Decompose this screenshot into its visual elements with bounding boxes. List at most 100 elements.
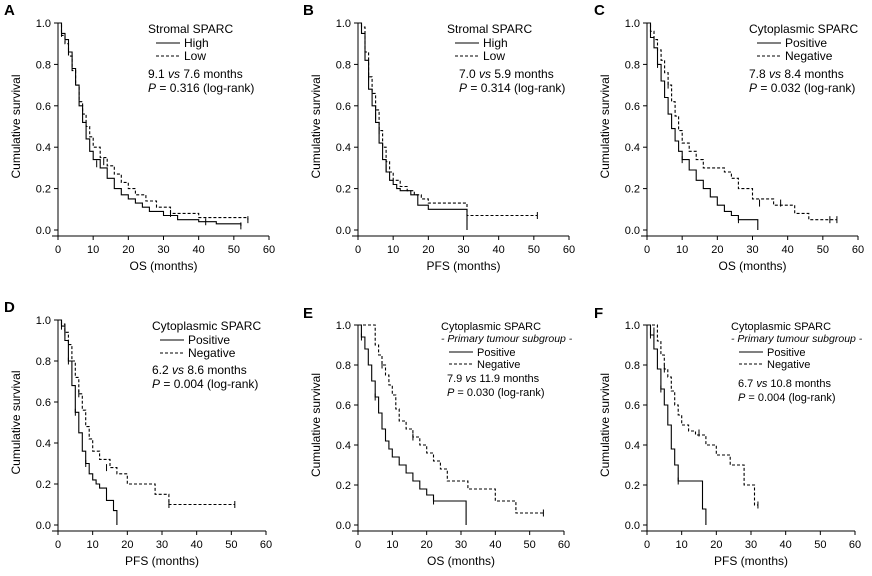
- y-tick-label: 0.2: [336, 184, 351, 196]
- legend-label-positive: Positive: [767, 347, 806, 359]
- legend-title: Cytoplasmic SPARC: [731, 321, 831, 333]
- y-tick-label: 0.8: [625, 59, 640, 71]
- legend-title: Stromal SPARC: [447, 22, 532, 36]
- x-tick-label: 40: [782, 244, 794, 256]
- legend-label-positive: Positive: [188, 333, 230, 347]
- legend-label-negative: Negative: [477, 359, 520, 371]
- y-tick-label: 0.6: [36, 101, 51, 113]
- km-curve-negative: [358, 324, 544, 514]
- legend-title: Stromal SPARC: [148, 22, 233, 36]
- x-tick-label: 50: [228, 244, 240, 256]
- x-tick-label: 20: [421, 539, 433, 551]
- y-tick-label: 1.0: [625, 320, 640, 332]
- legend-subtitle: - Primary tumour subgroup -: [731, 333, 863, 345]
- median-comparison: 9.1 vs 7.6 months: [148, 67, 243, 81]
- x-tick-label: 50: [817, 244, 829, 256]
- p-value: P = 0.314 (log-rank): [459, 81, 565, 95]
- x-tick-label: 30: [745, 539, 757, 551]
- x-axis-title: OS (months): [718, 259, 786, 273]
- y-axis-title: Cumulative survival: [309, 74, 323, 178]
- x-tick-label: 50: [524, 539, 536, 551]
- x-tick-label: 50: [225, 539, 237, 551]
- panel-letter: C: [594, 2, 605, 19]
- median-comparison: 6.2 vs 8.6 months: [152, 363, 247, 377]
- y-tick-label: 0.0: [336, 225, 351, 237]
- x-tick-label: 30: [455, 539, 467, 551]
- y-tick-label: 0.6: [625, 400, 640, 412]
- x-tick-label: 30: [157, 244, 169, 256]
- km-curve-low: [358, 22, 538, 217]
- x-axis-title: OS (months): [129, 259, 197, 273]
- x-tick-label: 60: [263, 244, 275, 256]
- x-axis-title: PFS (months): [714, 554, 788, 568]
- x-tick-label: 50: [528, 244, 540, 256]
- x-tick-label: 40: [780, 539, 792, 551]
- y-tick-label: 0.2: [625, 184, 640, 196]
- x-tick-label: 0: [355, 244, 361, 256]
- y-tick-label: 0.8: [36, 356, 51, 368]
- x-tick-label: 10: [387, 244, 399, 256]
- y-tick-label: 0.8: [336, 360, 351, 372]
- x-axis-title: PFS (months): [426, 259, 500, 273]
- x-axis-title: OS (months): [427, 554, 495, 568]
- panel-letter: B: [303, 2, 314, 19]
- x-tick-label: 0: [55, 539, 61, 551]
- x-tick-label: 20: [422, 244, 434, 256]
- y-axis-title: Cumulative survival: [9, 370, 23, 474]
- km-curve-positive: [647, 22, 759, 230]
- legend-label-negative: Negative: [188, 346, 236, 360]
- x-tick-label: 60: [849, 539, 861, 551]
- panel-letter: F: [594, 305, 603, 322]
- median-comparison: 7.8 vs 8.4 months: [749, 67, 844, 81]
- x-tick-label: 60: [260, 539, 272, 551]
- x-tick-label: 40: [489, 539, 501, 551]
- x-tick-label: 20: [121, 539, 133, 551]
- y-tick-label: 0.0: [36, 520, 51, 532]
- x-tick-label: 40: [191, 539, 203, 551]
- x-tick-label: 30: [746, 244, 758, 256]
- p-value: P = 0.032 (log-rank): [749, 81, 855, 95]
- km-curve-high: [58, 22, 242, 226]
- km-panel-e: E 0.0 0.2 0.4 0.6 0.8 1.0 0 10 20 30 40 50 60 OS (mont…: [303, 305, 573, 568]
- km-panel-b: B 0.0 0.2 0.4 0.6 0.8 1.0 0 10 20 30 40 50 60 PFS (mon…: [303, 2, 575, 273]
- y-tick-label: 0.0: [36, 225, 51, 237]
- y-tick-label: 0.2: [36, 479, 51, 491]
- legend-label-positive: Positive: [477, 347, 516, 359]
- km-curve-positive: [58, 319, 118, 525]
- panel-letter: D: [4, 299, 15, 316]
- km-curve-negative: [58, 319, 235, 506]
- p-value: P = 0.316 (log-rank): [148, 81, 254, 95]
- x-tick-label: 60: [563, 244, 575, 256]
- km-panel-a: A 0.0 0.2 0.4 0.6 0.8 1.0 0 10 20 30 40 50 60 OS (mont…: [4, 2, 275, 273]
- y-axis-title: Cumulative survival: [9, 74, 23, 178]
- y-tick-label: 0.0: [625, 520, 640, 532]
- y-tick-label: 0.4: [625, 440, 640, 452]
- x-tick-label: 10: [386, 539, 398, 551]
- x-tick-label: 0: [55, 244, 61, 256]
- x-tick-label: 10: [676, 539, 688, 551]
- y-tick-label: 0.4: [336, 142, 351, 154]
- median-comparison: 6.7 vs 10.8 months: [738, 378, 831, 390]
- y-tick-label: 0.8: [36, 59, 51, 71]
- legend-label-low: Low: [184, 49, 206, 63]
- x-tick-label: 40: [193, 244, 205, 256]
- x-tick-label: 30: [156, 539, 168, 551]
- x-tick-label: 30: [457, 244, 469, 256]
- y-tick-label: 0.4: [36, 438, 51, 450]
- panel-letter: E: [303, 305, 313, 322]
- legend-label-negative: Negative: [767, 359, 810, 371]
- x-tick-label: 40: [493, 244, 505, 256]
- km-curve-high: [358, 22, 468, 230]
- y-tick-label: 1.0: [336, 320, 351, 332]
- x-tick-label: 60: [558, 539, 570, 551]
- y-tick-label: 0.4: [336, 440, 351, 452]
- x-tick-label: 0: [355, 539, 361, 551]
- legend-subtitle: - Primary tumour subgroup -: [441, 333, 573, 345]
- x-tick-label: 20: [122, 244, 134, 256]
- y-axis-title: Cumulative survival: [309, 373, 323, 477]
- y-tick-label: 0.6: [36, 397, 51, 409]
- x-tick-label: 50: [814, 539, 826, 551]
- x-tick-label: 20: [711, 244, 723, 256]
- y-tick-label: 0.0: [336, 520, 351, 532]
